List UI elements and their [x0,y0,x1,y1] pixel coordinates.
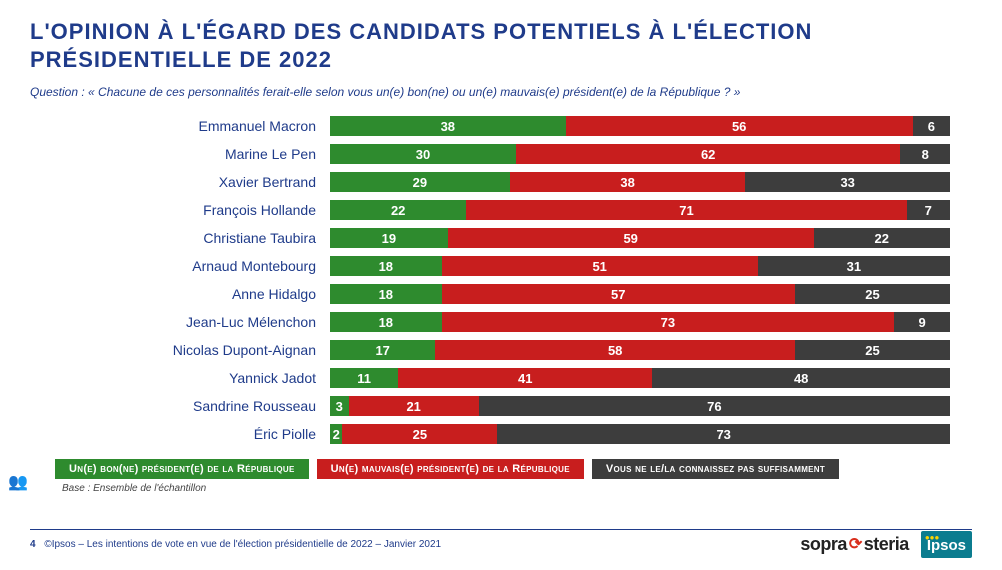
bar-segment-bad: 57 [442,284,795,304]
bar-group: 38566 [330,116,950,136]
bar-group: 195922 [330,228,950,248]
bar-group: 114148 [330,368,950,388]
candidate-label: Sandrine Rousseau [30,398,330,414]
candidate-label: François Hollande [30,202,330,218]
legend: Un(e) bon(ne) président(e) de la Républi… [55,459,972,479]
bar-segment-unknown: 7 [907,200,950,220]
people-icon: 👥 [8,472,28,492]
bar-group: 185131 [330,256,950,276]
bar-segment-bad: 38 [510,172,746,192]
bar-segment-unknown: 8 [900,144,950,164]
candidate-label: Jean-Luc Mélenchon [30,314,330,330]
bar-segment-bad: 25 [342,424,497,444]
bar-group: 185725 [330,284,950,304]
bar-segment-good: 18 [330,284,442,304]
title-line-2: PRÉSIDENTIELLE DE 2022 [30,47,332,72]
candidate-label: Yannick Jadot [30,370,330,386]
bar-segment-unknown: 76 [479,396,950,416]
bar-segment-bad: 73 [442,312,895,332]
ipsos-logo: ●●● Ipsos [921,531,972,558]
bar-segment-good: 38 [330,116,566,136]
logo-group: sopra⟳steria ●●● Ipsos [800,531,972,558]
candidate-label: Christiane Taubira [30,230,330,246]
page-title: L'OPINION À L'ÉGARD DES CANDIDATS POTENT… [30,18,972,73]
bar-group: 22573 [330,424,950,444]
legend-unknown: Vous ne le/la connaissez pas suffisammen… [592,459,839,479]
chart-row: Anne Hidalgo185725 [30,281,972,307]
opinion-bar-chart: Emmanuel Macron38566Marine Le Pen30628Xa… [30,113,972,447]
bar-group: 30628 [330,144,950,164]
base-note: Base : Ensemble de l'échantillon [62,483,972,494]
chart-row: Marine Le Pen30628 [30,141,972,167]
bar-segment-unknown: 31 [758,256,950,276]
footer-credit: ©Ipsos – Les intentions de vote en vue d… [44,539,441,550]
bar-segment-unknown: 73 [497,424,950,444]
bar-segment-good: 29 [330,172,510,192]
chart-row: Arnaud Montebourg185131 [30,253,972,279]
bar-segment-unknown: 25 [795,284,950,304]
footer-text: 4 ©Ipsos – Les intentions de vote en vue… [30,539,441,550]
ipsos-dot-icon: ●●● [925,533,940,542]
bar-group: 22717 [330,200,950,220]
bar-segment-good: 2 [330,424,342,444]
bar-segment-good: 18 [330,256,442,276]
chart-row: Xavier Bertrand293833 [30,169,972,195]
bar-segment-unknown: 25 [795,340,950,360]
title-line-1: L'OPINION À L'ÉGARD DES CANDIDATS POTENT… [30,19,812,44]
bar-segment-unknown: 48 [652,368,950,388]
sopra-swirl-icon: ⟳ [849,534,862,554]
bar-segment-good: 22 [330,200,466,220]
footer-divider [30,529,972,530]
bar-segment-good: 3 [330,396,349,416]
bar-segment-bad: 59 [448,228,814,248]
legend-bad: Un(e) mauvais(e) président(e) de la Répu… [317,459,584,479]
chart-row: Christiane Taubira195922 [30,225,972,251]
candidate-label: Emmanuel Macron [30,118,330,134]
bar-segment-unknown: 6 [913,116,950,136]
bar-segment-good: 11 [330,368,398,388]
chart-row: François Hollande22717 [30,197,972,223]
candidate-label: Marine Le Pen [30,146,330,162]
chart-row: Emmanuel Macron38566 [30,113,972,139]
page-number: 4 [30,539,36,550]
bar-segment-bad: 21 [349,396,479,416]
candidate-label: Nicolas Dupont-Aignan [30,342,330,358]
candidate-label: Arnaud Montebourg [30,258,330,274]
candidate-label: Xavier Bertrand [30,174,330,190]
chart-row: Jean-Luc Mélenchon18739 [30,309,972,335]
question-text: Question : « Chacune de ces personnalité… [30,85,972,99]
candidate-label: Éric Piolle [30,426,330,442]
chart-row: Nicolas Dupont-Aignan175825 [30,337,972,363]
bar-segment-unknown: 22 [814,228,950,248]
bar-segment-bad: 56 [566,116,913,136]
bar-segment-good: 17 [330,340,435,360]
bar-segment-good: 18 [330,312,442,332]
candidate-label: Anne Hidalgo [30,286,330,302]
chart-row: Yannick Jadot114148 [30,365,972,391]
legend-good: Un(e) bon(ne) président(e) de la Républi… [55,459,309,479]
bar-group: 175825 [330,340,950,360]
bar-segment-bad: 41 [398,368,652,388]
sopra-steria-logo: sopra⟳steria [800,534,908,555]
bar-segment-bad: 62 [516,144,900,164]
bar-group: 32176 [330,396,950,416]
chart-row: Éric Piolle22573 [30,421,972,447]
bar-group: 18739 [330,312,950,332]
bar-segment-unknown: 9 [894,312,950,332]
bar-segment-bad: 51 [442,256,758,276]
bar-segment-good: 19 [330,228,448,248]
bar-segment-bad: 71 [466,200,906,220]
bar-segment-bad: 58 [435,340,795,360]
bar-segment-unknown: 33 [745,172,950,192]
chart-row: Sandrine Rousseau32176 [30,393,972,419]
bar-segment-good: 30 [330,144,516,164]
bar-group: 293833 [330,172,950,192]
